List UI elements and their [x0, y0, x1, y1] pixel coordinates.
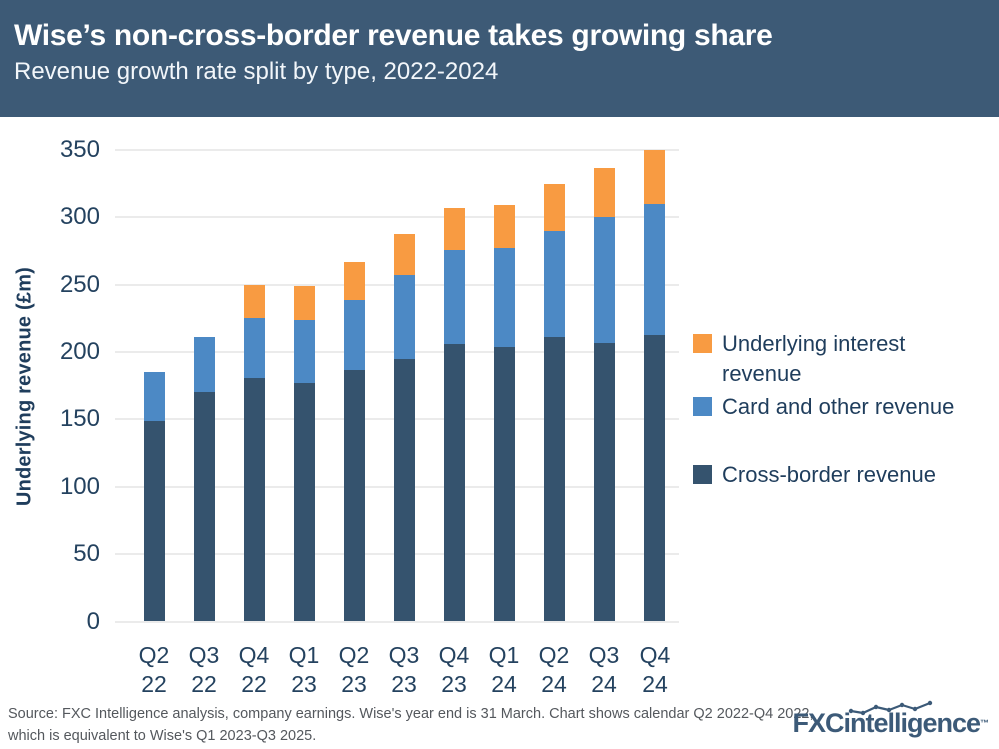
bar-segment-underlying-interest-revenue	[244, 284, 265, 319]
bar-segment-cross-border-revenue	[294, 383, 315, 622]
bar-segment-underlying-interest-revenue	[294, 286, 315, 320]
bar-segment-cross-border-revenue	[644, 334, 665, 622]
gridline	[115, 216, 679, 219]
bar-segment-underlying-interest-revenue	[444, 207, 465, 250]
x-tick-label: Q4 22	[238, 642, 270, 697]
bar-segment-underlying-interest-revenue	[594, 167, 615, 218]
legend-label: Cross-border revenue	[722, 462, 936, 487]
x-tick-label: Q3 22	[188, 642, 220, 697]
bar-segment-cross-border-revenue	[444, 343, 465, 622]
bar-segment-cross-border-revenue	[394, 358, 415, 622]
x-tick-label: Q4 24	[639, 642, 671, 697]
legend-label: Card and other revenue	[722, 394, 955, 419]
bar-segment-card-and-other-revenue	[544, 230, 565, 338]
x-tick-label: Q4 23	[438, 642, 470, 697]
x-tick-label: Q1 23	[288, 642, 320, 697]
gridline	[115, 149, 679, 151]
bar-segment-underlying-interest-revenue	[394, 233, 415, 276]
bar-segment-card-and-other-revenue	[194, 337, 215, 393]
y-tick-label: 350	[59, 136, 100, 163]
logo-wordmark: FXCintelligence	[792, 708, 981, 738]
x-tick-label: Q3 23	[388, 642, 420, 697]
fxc-logo-text: FXCintelligence™	[792, 700, 989, 738]
bar-segment-cross-border-revenue	[244, 377, 265, 622]
legend-label: Underlying interest revenue	[722, 331, 906, 386]
fxc-logo: FXCintelligence™	[792, 700, 989, 738]
bar-segment-card-and-other-revenue	[594, 217, 615, 343]
legend-swatch-blue	[693, 397, 712, 416]
x-tick-label: Q2 23	[338, 642, 370, 697]
header: Wise’s non-cross-border revenue takes gr…	[0, 0, 999, 117]
chart-title: Wise’s non-cross-border revenue takes gr…	[14, 19, 773, 52]
bar-segment-card-and-other-revenue	[644, 203, 665, 335]
y-tick-label: 0	[86, 607, 100, 635]
bar-segment-card-and-other-revenue	[144, 372, 165, 421]
bar-segment-underlying-interest-revenue	[494, 205, 515, 249]
bar-segment-card-and-other-revenue	[344, 299, 365, 370]
bar-segment-cross-border-revenue	[344, 369, 365, 622]
bar-segment-card-and-other-revenue	[394, 275, 415, 359]
y-tick-label: 200	[59, 338, 100, 366]
bar-segment-cross-border-revenue	[494, 346, 515, 622]
bar-segment-cross-border-revenue	[194, 392, 215, 622]
legend-item-underlying-interest-revenue: Underlying interest revenue	[693, 329, 974, 389]
bar-segment-cross-border-revenue	[144, 420, 165, 622]
y-tick-label: 250	[59, 270, 100, 298]
x-tick-label: Q2 24	[538, 642, 570, 697]
bar-segment-underlying-interest-revenue	[344, 261, 365, 300]
source-note: Source: FXC Intelligence analysis, compa…	[8, 706, 814, 744]
logo-trademark: ™	[980, 718, 989, 728]
legend-item-card-and-other-revenue: Card and other revenue	[693, 392, 954, 422]
legend-swatch-orange	[693, 334, 712, 353]
legend-swatch-navy	[693, 465, 712, 484]
y-tick-label: 150	[59, 405, 100, 433]
x-tick-label: Q1 24	[488, 642, 520, 697]
y-tick-label: 50	[73, 540, 100, 568]
bar-segment-card-and-other-revenue	[294, 319, 315, 384]
bar-segment-card-and-other-revenue	[244, 318, 265, 378]
bar-segment-cross-border-revenue	[544, 337, 565, 622]
bar-segment-card-and-other-revenue	[494, 248, 515, 347]
legend-item-cross-border-revenue: Cross-border revenue	[693, 460, 936, 490]
gridline	[115, 620, 679, 623]
bar-segment-card-and-other-revenue	[444, 249, 465, 344]
chart-subtitle: Revenue growth rate split by type, 2022-…	[14, 58, 499, 85]
logo-sparkline-icon	[849, 700, 933, 716]
bar-segment-underlying-interest-revenue	[544, 183, 565, 231]
bar-segment-underlying-interest-revenue	[644, 150, 665, 204]
y-tick-label: 100	[59, 472, 100, 500]
x-tick-label: Q3 24	[588, 642, 620, 697]
y-tick-label: 300	[59, 203, 100, 231]
x-tick-label: Q2 22	[138, 642, 170, 697]
bar-segment-cross-border-revenue	[594, 342, 615, 622]
